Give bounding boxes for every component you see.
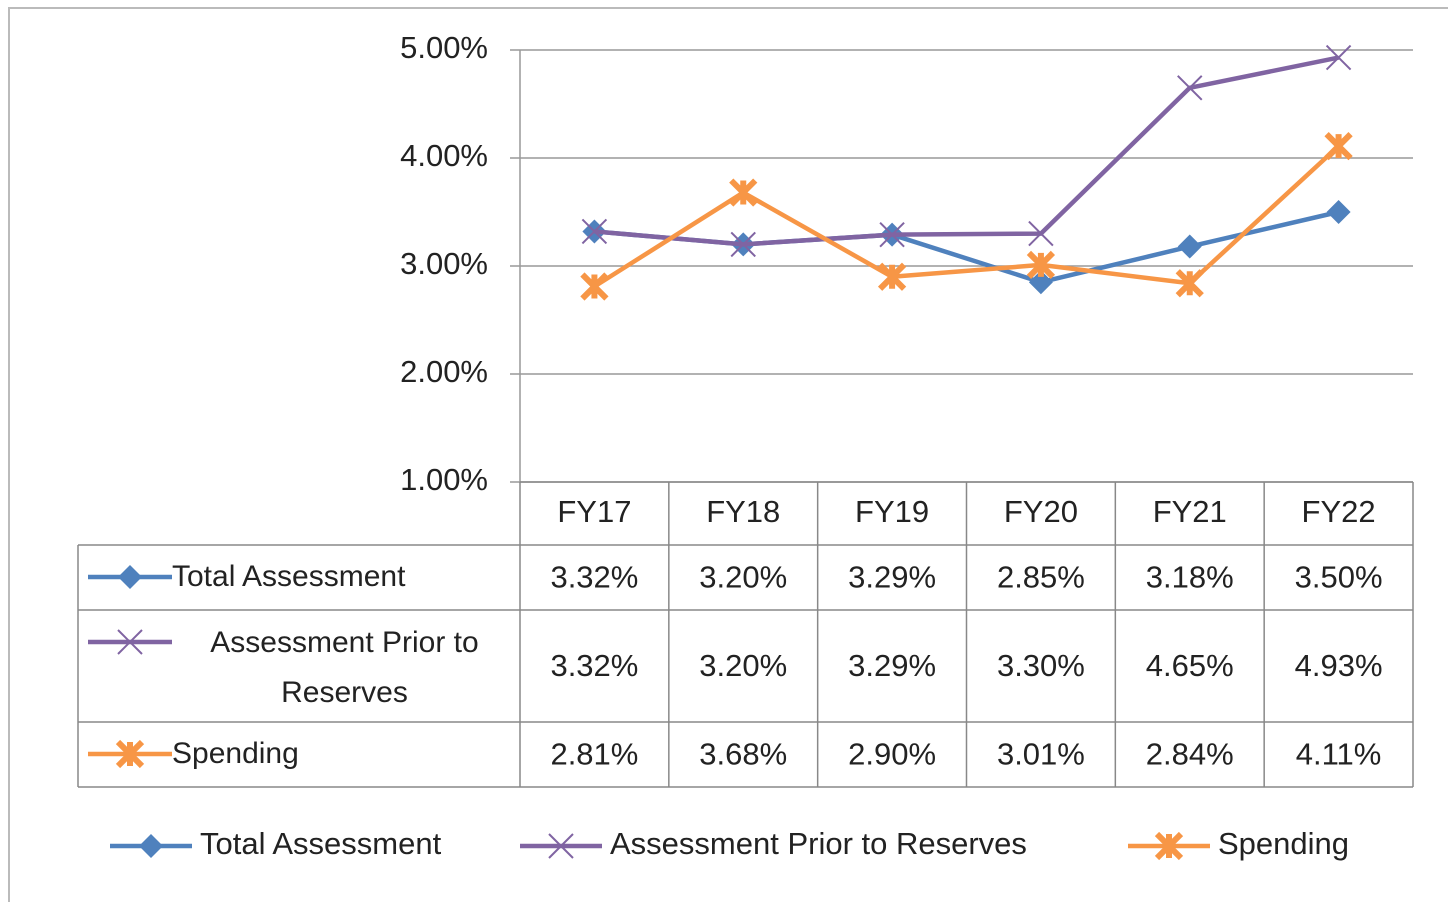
data-point bbox=[1028, 270, 1053, 295]
table-value: 3.50% bbox=[1295, 560, 1383, 595]
table-row-header: Total Assessment bbox=[172, 560, 406, 593]
data-point bbox=[729, 178, 758, 207]
legend-label: Total Assessment bbox=[200, 826, 442, 861]
table-legend-marker bbox=[118, 565, 142, 589]
table-value: 4.93% bbox=[1295, 648, 1383, 683]
table-value: 3.20% bbox=[699, 648, 787, 683]
data-point bbox=[730, 231, 756, 258]
y-tick-label: 5.00% bbox=[400, 30, 488, 65]
marker-shape bbox=[581, 218, 608, 245]
table-value: 4.11% bbox=[1296, 737, 1382, 772]
data-point bbox=[581, 218, 608, 245]
table-value: 3.01% bbox=[997, 737, 1085, 772]
marker-shape bbox=[1154, 831, 1184, 861]
chart-frame bbox=[8, 7, 1448, 902]
table-value: 2.81% bbox=[550, 737, 638, 772]
data-point bbox=[1175, 269, 1204, 298]
marker-shape bbox=[1177, 75, 1203, 101]
table-value: 2.90% bbox=[848, 737, 936, 772]
table-value: 4.65% bbox=[1146, 648, 1234, 683]
marker-shape bbox=[1324, 131, 1353, 161]
data-point bbox=[877, 262, 907, 291]
row-label: Total Assessment bbox=[172, 560, 406, 593]
table-value: 3.30% bbox=[997, 648, 1085, 683]
marker-shape bbox=[115, 739, 145, 769]
legend-marker bbox=[139, 834, 163, 858]
marker-shape bbox=[729, 178, 758, 207]
marker-shape bbox=[1026, 250, 1056, 280]
marker-shape bbox=[580, 272, 609, 301]
table-row-header: Spending bbox=[172, 737, 299, 770]
table-value: 3.29% bbox=[848, 648, 936, 683]
marker-shape bbox=[1028, 220, 1054, 247]
series-line bbox=[593, 144, 1341, 289]
table-value: 3.29% bbox=[848, 560, 936, 595]
marker-shape bbox=[139, 834, 163, 858]
table-value: 3.68% bbox=[699, 737, 787, 772]
marker-shape bbox=[879, 221, 905, 248]
marker-shape bbox=[1326, 200, 1351, 224]
data-point bbox=[1326, 200, 1351, 224]
data-point bbox=[1026, 250, 1056, 280]
data-point bbox=[1177, 75, 1203, 101]
marker-shape bbox=[877, 262, 907, 291]
y-tick-label: 2.00% bbox=[400, 354, 488, 389]
series-line bbox=[594, 55, 1340, 247]
x-tick-label: FY18 bbox=[706, 494, 780, 529]
y-tick-label: 1.00% bbox=[400, 462, 488, 497]
legend-label: Spending bbox=[1218, 826, 1349, 861]
marker-shape bbox=[1325, 44, 1352, 71]
marker-shape bbox=[1175, 269, 1204, 298]
marker-shape bbox=[1028, 270, 1053, 295]
table-row-header: Assessment Prior to Reserves bbox=[210, 626, 479, 709]
table-value: 3.20% bbox=[699, 560, 787, 595]
data-point bbox=[879, 221, 905, 248]
table-legend-marker bbox=[115, 739, 145, 769]
y-tick-label: 4.00% bbox=[400, 138, 488, 173]
y-tick-label: 3.00% bbox=[400, 246, 488, 281]
table-value: 2.85% bbox=[997, 560, 1085, 595]
legend-marker bbox=[1154, 831, 1184, 861]
marker-shape bbox=[1177, 234, 1202, 259]
x-tick-label: FY19 bbox=[855, 494, 929, 529]
data-point bbox=[1177, 234, 1202, 259]
table-value: 2.84% bbox=[1146, 737, 1234, 772]
data-point bbox=[1325, 44, 1352, 71]
marker-shape bbox=[730, 231, 756, 258]
table-value: 3.18% bbox=[1146, 560, 1234, 595]
marker-shape bbox=[118, 565, 142, 589]
x-tick-label: FY17 bbox=[557, 494, 631, 529]
table-value: 3.32% bbox=[550, 648, 638, 683]
row-label: Spending bbox=[172, 737, 299, 770]
table-value: 3.32% bbox=[550, 560, 638, 595]
data-point bbox=[1324, 131, 1353, 161]
x-tick-label: FY20 bbox=[1004, 494, 1078, 529]
x-tick-label: FY22 bbox=[1302, 494, 1376, 529]
legend-label: Assessment Prior to Reserves bbox=[610, 826, 1027, 861]
x-tick-label: FY21 bbox=[1153, 494, 1227, 529]
marker-shape bbox=[117, 629, 143, 655]
table-legend-marker bbox=[117, 629, 143, 655]
data-point bbox=[1028, 220, 1054, 247]
row-label: Assessment Prior to Reserves bbox=[210, 626, 479, 709]
data-point bbox=[580, 272, 609, 301]
marker-shape bbox=[548, 833, 574, 859]
legend-marker bbox=[548, 833, 574, 859]
